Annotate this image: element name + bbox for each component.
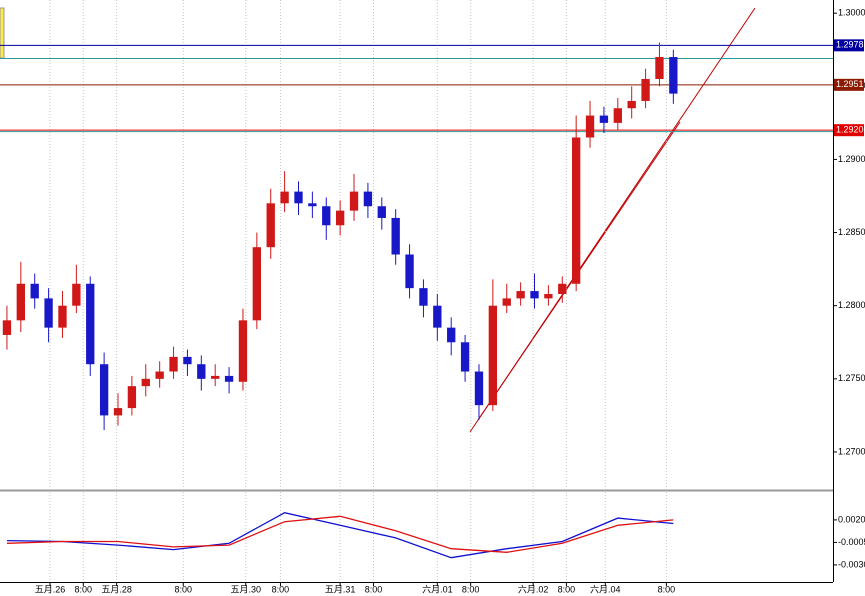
level-label: 1.2978 (836, 40, 864, 50)
candle-body (322, 206, 331, 226)
x-tick-label: 8:00 (365, 584, 383, 594)
candle-body (266, 203, 275, 248)
candle-body (488, 305, 498, 406)
level-label: 1.2920 (836, 125, 864, 135)
candle-body (238, 320, 248, 382)
x-tick-label: 六月.01 (422, 583, 453, 594)
candle-body (169, 356, 178, 372)
candle-body (141, 378, 150, 387)
y-tick-label: 1.2850 (838, 227, 865, 237)
y-tick-label: -0.0005 (838, 537, 865, 547)
x-tick-label: 五月.28 (101, 584, 132, 594)
candle-body (363, 191, 373, 207)
candle-body (460, 342, 470, 372)
candle-body (655, 57, 664, 79)
level-label: 1.2951 (836, 79, 864, 89)
y-tick-label: 1.2700 (838, 446, 865, 456)
candle-body (627, 100, 636, 109)
candle-body (447, 327, 456, 343)
candle-body (16, 283, 25, 321)
y-tick-label: 1.3000 (838, 8, 865, 18)
level-tag (834, 39, 864, 52)
candle-body (599, 115, 609, 123)
candle-body (2, 320, 12, 335)
corner-marker (0, 7, 5, 59)
candle-body (113, 408, 123, 416)
x-tick-label: 8:00 (658, 584, 676, 594)
candle-body (197, 364, 206, 379)
candle-body (211, 375, 220, 379)
macd-line (6, 512, 674, 559)
candle-body (58, 305, 67, 328)
x-tick-label: 8:00 (75, 584, 93, 594)
candle-body (99, 364, 109, 416)
candle-body (474, 371, 484, 406)
y-tick-label: 0.0020 (838, 514, 865, 524)
x-tick-label: 8:00 (272, 584, 290, 594)
candle-body (72, 283, 81, 306)
candle-body (613, 108, 622, 123)
x-tick-label: 五月.31 (325, 584, 356, 594)
candle-body (335, 210, 345, 226)
level-tag (834, 124, 864, 137)
candle-body (155, 371, 164, 379)
candle-body (224, 375, 234, 382)
candle-body (669, 57, 678, 94)
candle-body (252, 247, 262, 321)
x-tick-label: 六月.02 (518, 583, 549, 594)
candle-body (377, 206, 386, 218)
y-tick-label: 1.2750 (838, 373, 865, 383)
candle-body (44, 298, 53, 328)
y-tick-label: 1.2900 (838, 154, 865, 164)
candle-body (516, 291, 525, 299)
x-tick-label: 五月.26 (35, 584, 66, 594)
x-tick-label: 8:00 (462, 584, 480, 594)
x-tick-label: 8:00 (174, 584, 192, 594)
candle-body (502, 298, 511, 306)
candle-body (433, 305, 442, 328)
candle-body (544, 294, 553, 299)
candle-body (294, 191, 303, 204)
y-tick-label: -0.0030 (838, 559, 865, 569)
x-tick-label: 8:00 (558, 584, 576, 594)
macd-line (6, 515, 674, 553)
candle-body (30, 283, 39, 299)
y-tick-label: 1.2800 (838, 300, 865, 310)
candle-body (86, 283, 95, 365)
x-tick-label: 五月.30 (230, 584, 261, 594)
level-tag (834, 78, 864, 91)
candle-body (183, 356, 192, 365)
candle-body (308, 203, 317, 207)
candle-body (127, 386, 137, 409)
candle-body (405, 254, 414, 289)
candle-body (280, 191, 289, 204)
candle-body (585, 115, 595, 138)
candle-body (558, 283, 567, 294)
candle-body (571, 137, 581, 284)
candle-body (391, 217, 400, 255)
candle-body (349, 191, 359, 211)
candle-body (419, 288, 428, 306)
candle-body (530, 291, 539, 299)
candle-body (641, 78, 650, 101)
x-tick-label: 六月.04 (590, 583, 621, 594)
